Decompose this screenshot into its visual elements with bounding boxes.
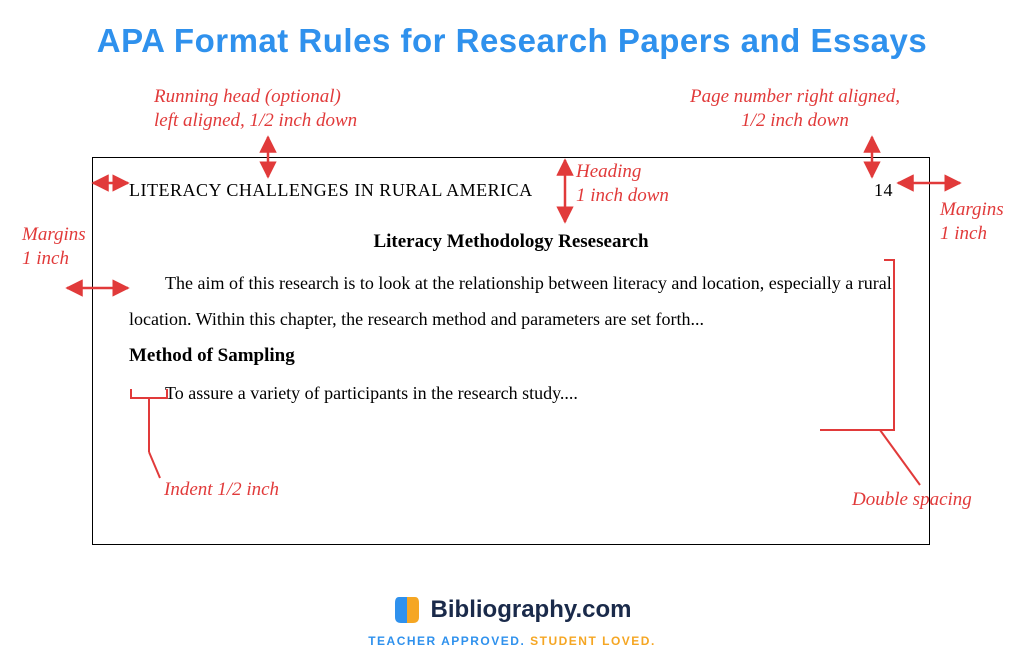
page-title: APA Format Rules for Research Papers and…: [0, 22, 1024, 60]
paper-heading-1: Literacy Methodology Resesearch: [129, 231, 893, 253]
page-number: 14: [874, 180, 893, 201]
running-head: LITERACY CHALLENGES IN RURAL AMERICA: [129, 180, 533, 201]
paper-body-1: The aim of this research is to look at t…: [129, 265, 893, 337]
annot-double-spacing: Double spacing: [852, 488, 972, 512]
paper-heading-2: Method of Sampling: [129, 345, 893, 367]
annot-heading: Heading 1 inch down: [576, 160, 669, 208]
annot-margins-right: Margins 1 inch: [940, 198, 1004, 246]
footer: Bibliography.com TEACHER APPROVED. STUDE…: [0, 595, 1024, 648]
annot-margins-left: Margins 1 inch: [22, 223, 86, 271]
footer-brand: Bibliography.com: [431, 596, 632, 624]
annot-running-head: Running head (optional) left aligned, 1/…: [154, 85, 357, 133]
footer-tagline: TEACHER APPROVED. STUDENT LOVED.: [0, 634, 1024, 648]
annot-page-number: Page number right aligned, 1/2 inch down: [690, 85, 900, 133]
annot-indent: Indent 1/2 inch: [164, 478, 279, 502]
paper-body-2: To assure a variety of participants in t…: [129, 375, 893, 411]
logo-icon: [393, 595, 421, 625]
